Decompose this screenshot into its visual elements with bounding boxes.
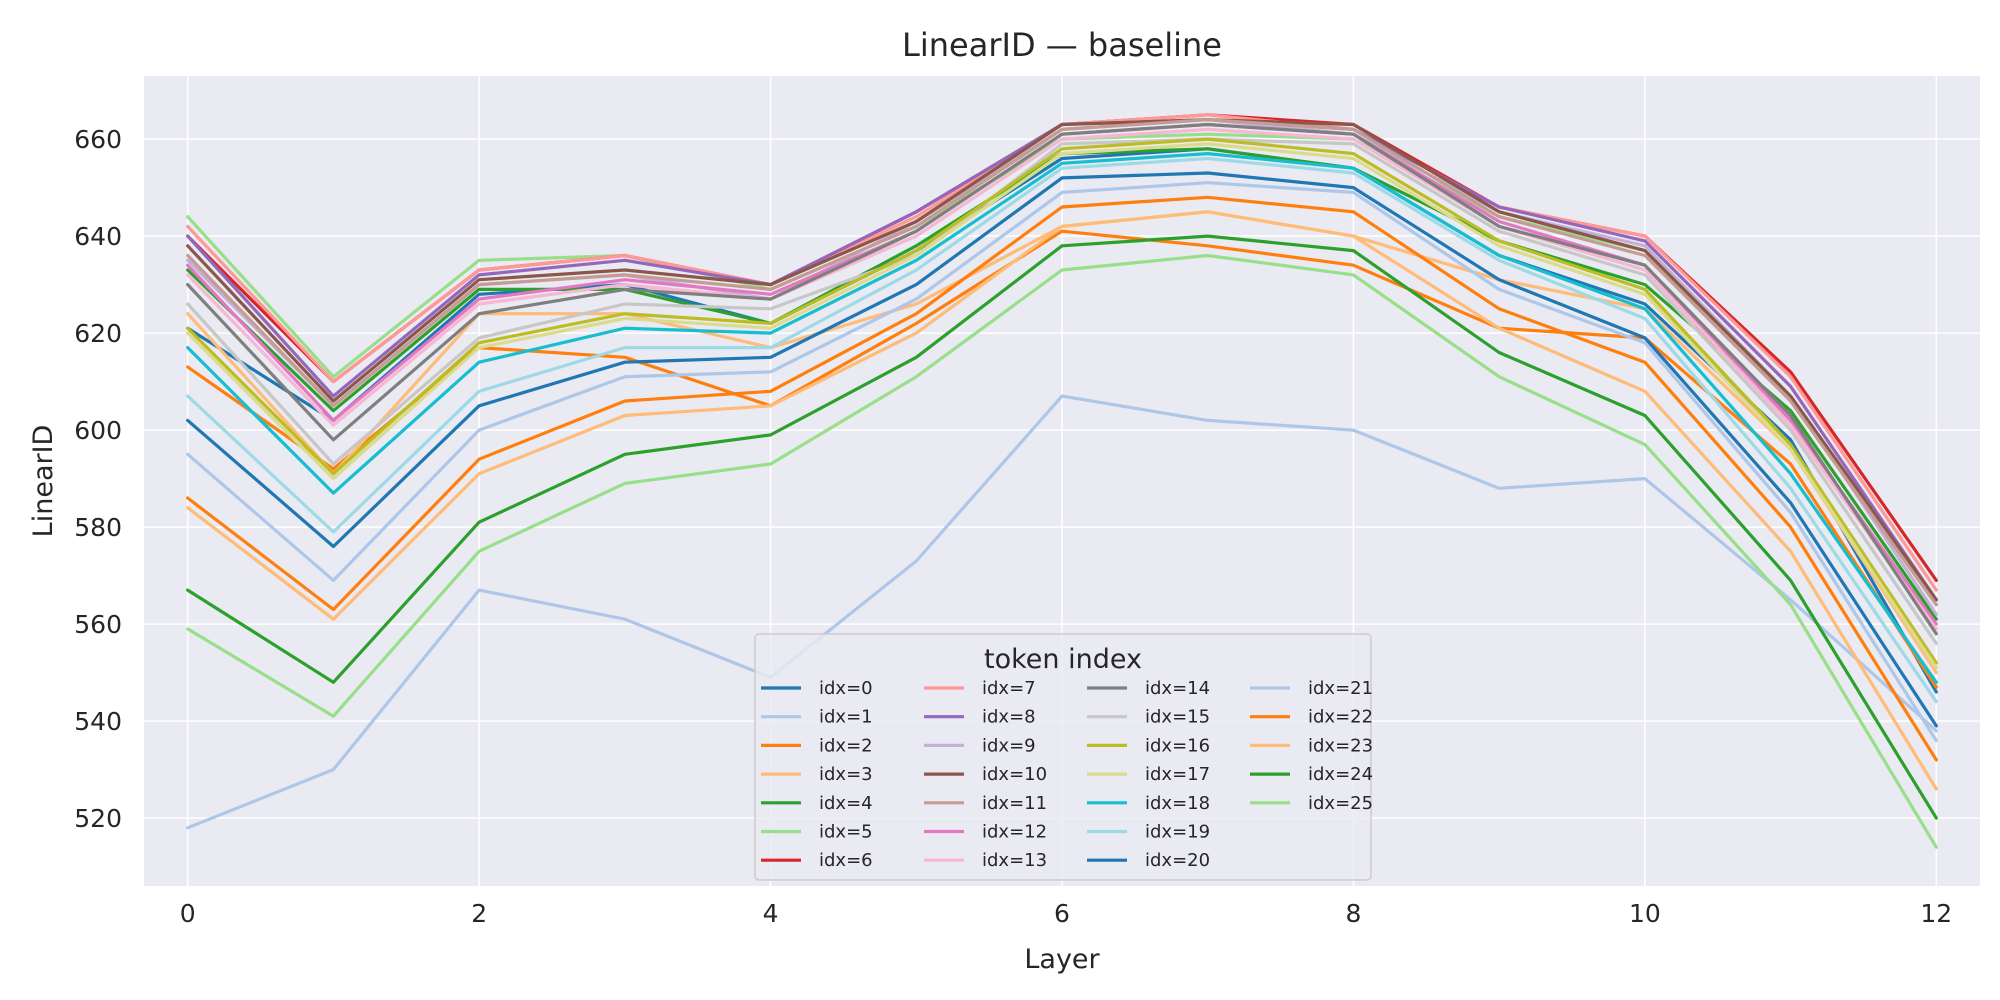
x-axis-ticks: 0 2 4 6 8 10 12 <box>180 899 1952 928</box>
legend-label: idx=3 <box>819 764 873 785</box>
series-line-idx-22 <box>186 195 1938 762</box>
x-tick-label: 2 <box>471 899 487 928</box>
x-tick-label: 6 <box>1054 899 1070 928</box>
series-line-idx-1 <box>186 394 1938 830</box>
series-line-idx-24 <box>186 234 1938 820</box>
legend-label: idx=0 <box>819 678 873 699</box>
legend-label: idx=19 <box>1145 822 1210 843</box>
series-line-idx-20 <box>186 171 1938 728</box>
series-line-idx-19 <box>186 156 1938 704</box>
y-tick-label: 620 <box>74 319 122 348</box>
legend-box <box>754 633 1372 881</box>
x-tick-label: 4 <box>763 899 779 928</box>
legend-label: idx=14 <box>1145 678 1210 699</box>
legend: token index idx=0idx=1idx=2idx=3idx=4idx… <box>754 633 1373 881</box>
y-tick-label: 660 <box>74 125 122 154</box>
y-tick-label: 560 <box>74 610 122 639</box>
series-line-idx-21 <box>186 181 1938 743</box>
series-line-idx-13 <box>186 127 1938 631</box>
x-tick-label: 0 <box>180 899 196 928</box>
legend-label: idx=16 <box>1145 735 1210 756</box>
series-line-idx-15 <box>186 137 1938 646</box>
chart-title: LinearID — baseline <box>902 26 1222 64</box>
legend-label: idx=20 <box>1145 850 1210 871</box>
series-line-idx-18 <box>186 152 1938 684</box>
legend-label: idx=11 <box>982 793 1047 814</box>
legend-label: idx=8 <box>982 707 1036 728</box>
series-line-idx-23 <box>186 210 1938 791</box>
legend-label: idx=9 <box>982 735 1036 756</box>
y-axis-ticks: 520 540 560 580 600 620 640 660 <box>74 125 122 833</box>
series-lines <box>186 113 1938 849</box>
legend-label: idx=21 <box>1308 678 1373 699</box>
legend-items: idx=0 idx=1 idx=2 idx=3 idx=4 idx=5 idx=6 idx=7… <box>761 678 1373 871</box>
series-line-idx-25 <box>186 253 1938 849</box>
x-tick-label: 12 <box>1920 899 1952 928</box>
x-tick-label: 8 <box>1345 899 1361 928</box>
legend-label: idx=25 <box>1308 793 1373 814</box>
legend-label: idx=6 <box>819 850 873 871</box>
y-tick-label: 640 <box>74 222 122 251</box>
series-line-idx-17 <box>186 142 1938 670</box>
x-axis-label: Layer <box>1024 944 1100 975</box>
legend-label: idx=2 <box>819 735 873 756</box>
series-line-idx-14 <box>186 122 1938 636</box>
y-axis-label: LinearID <box>28 425 59 538</box>
legend-label: idx=10 <box>982 764 1047 785</box>
series-line-idx-11 <box>186 118 1938 607</box>
series-line-idx-0 <box>186 147 1938 694</box>
y-tick-label: 580 <box>74 513 122 542</box>
legend-label: idx=4 <box>819 793 873 814</box>
x-tick-label: 10 <box>1629 899 1661 928</box>
legend-title: token index <box>984 644 1142 675</box>
legend-label: idx=18 <box>1145 793 1210 814</box>
series-line-idx-16 <box>186 137 1938 665</box>
legend-label: idx=7 <box>982 678 1036 699</box>
y-tick-label: 520 <box>74 804 122 833</box>
legend-label: idx=17 <box>1145 764 1210 785</box>
legend-label: idx=24 <box>1308 764 1373 785</box>
legend-label: idx=22 <box>1308 707 1373 728</box>
legend-label: idx=13 <box>982 850 1047 871</box>
legend-label: idx=5 <box>819 822 873 843</box>
y-tick-label: 600 <box>74 416 122 445</box>
legend-label: idx=15 <box>1145 707 1210 728</box>
legend-label: idx=1 <box>819 707 873 728</box>
y-tick-label: 540 <box>74 707 122 736</box>
legend-label: idx=23 <box>1308 735 1373 756</box>
legend-label: idx=12 <box>982 822 1047 843</box>
series-line-idx-10 <box>186 118 1938 602</box>
